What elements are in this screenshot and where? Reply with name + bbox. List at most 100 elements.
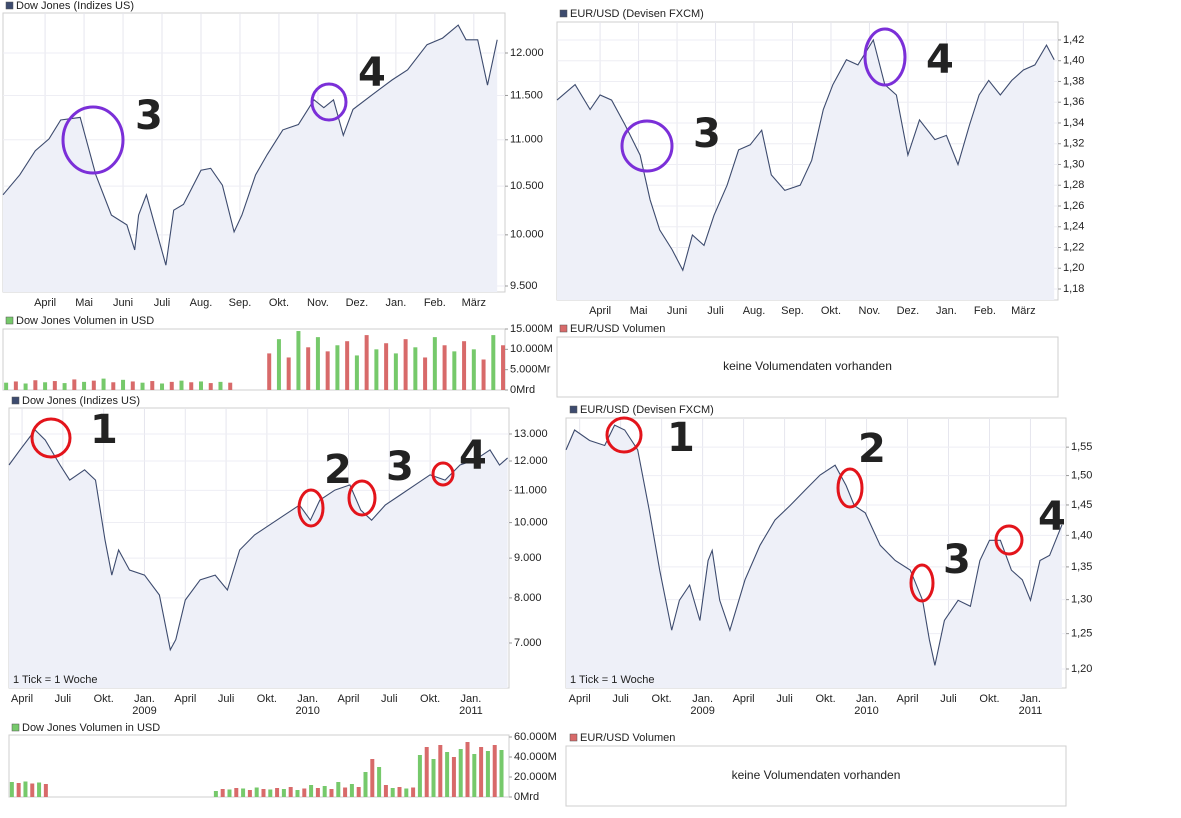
x-tick-label: April <box>589 305 611 317</box>
volume-bar <box>315 788 320 797</box>
area-fill <box>9 430 508 688</box>
volume-bar <box>397 787 402 797</box>
annotation-circle <box>620 119 674 173</box>
volume-bar <box>492 745 497 797</box>
x-tick-label: Feb. <box>974 305 996 317</box>
x-tick-label: Jan. <box>856 693 877 705</box>
volume-bar <box>72 379 77 390</box>
annotation-circle <box>994 524 1024 556</box>
x-tick-label: April <box>897 693 919 705</box>
panel-box <box>565 745 1067 807</box>
volume-bar <box>465 742 470 797</box>
volume-bar <box>234 788 239 797</box>
volume-bar <box>101 378 106 390</box>
y-tick-label: 10.000 <box>514 516 548 528</box>
x-year-label: 2010 <box>854 705 878 717</box>
volume-bar <box>335 345 340 390</box>
annotation-label: 2 <box>324 447 352 493</box>
x-tick-label: Nov. <box>307 297 329 309</box>
volume-bar <box>442 345 447 390</box>
volume-bar <box>52 381 57 390</box>
x-tick-label: April <box>34 297 56 309</box>
x-tick-label: Dez. <box>346 297 369 309</box>
volume-bar <box>286 357 291 390</box>
volume-bar <box>23 383 28 390</box>
x-tick-label: April <box>11 693 33 705</box>
x-tick-label: Nov. <box>859 305 881 317</box>
volume-bar <box>423 357 428 390</box>
x-tick-label: Feb. <box>424 297 446 309</box>
volume-bar <box>189 382 194 390</box>
volume-bar <box>479 747 484 797</box>
y-tick-label: 1,28 <box>1063 179 1084 191</box>
volume-bar <box>43 382 48 390</box>
volume-bar <box>220 789 225 797</box>
volume-bar <box>91 380 96 390</box>
annotation-label: 1 <box>667 415 695 461</box>
panel-title: EUR/USD Volumen <box>580 732 675 744</box>
volume-bar <box>383 785 388 797</box>
volume-bar <box>208 383 213 390</box>
volume-bar <box>275 788 280 797</box>
x-tick-label: Juli <box>218 693 235 705</box>
volume-bar <box>501 345 506 390</box>
volume-bar <box>37 782 42 797</box>
volume-bar <box>377 767 382 797</box>
volume-bar <box>462 341 467 390</box>
volume-bar <box>140 382 145 390</box>
area-fill <box>557 40 1055 300</box>
x-tick-label: Okt. <box>979 693 999 705</box>
x-tick-label: Mai <box>630 305 648 317</box>
volume-bar <box>281 789 286 797</box>
panel-message: keine Volumendaten vorhanden <box>732 768 901 782</box>
annotation-circle <box>297 488 325 528</box>
annotation-circle <box>61 105 125 175</box>
y-tick-label: 1,34 <box>1063 117 1084 129</box>
x-tick-label: Okt. <box>821 305 841 317</box>
chart-title: EUR/USD (Devisen FXCM) <box>580 404 714 416</box>
volume-bar <box>411 787 416 797</box>
x-tick-label: April <box>174 693 196 705</box>
volume-bar <box>130 381 135 390</box>
x-year-label: 2011 <box>1019 705 1043 717</box>
volume-bar <box>354 355 359 390</box>
x-tick-label: März <box>462 297 486 309</box>
y-tick-label: 11.500 <box>510 89 543 101</box>
x-year-label: 2009 <box>132 705 156 717</box>
volume-bar <box>160 383 165 390</box>
volume-bar <box>403 339 408 390</box>
volume-bar <box>9 782 14 797</box>
panel-message: keine Volumendaten vorhanden <box>723 359 892 373</box>
volume-bar <box>315 337 320 390</box>
volume-bar <box>179 380 184 390</box>
x-tick-label: Juli <box>940 693 957 705</box>
annotation-label: 3 <box>386 444 414 490</box>
chart-title: EUR/USD (Devisen FXCM) <box>570 8 704 20</box>
volume-bar <box>82 381 87 390</box>
volume-bar <box>499 750 504 797</box>
title-icon <box>5 316 14 325</box>
x-tick-label: März <box>1011 305 1035 317</box>
y-tick-label: 8.000 <box>514 592 542 604</box>
volume-bar <box>445 752 450 797</box>
x-tick-label: Dez. <box>897 305 920 317</box>
title-icon <box>569 405 578 414</box>
volume-bar <box>288 787 293 797</box>
x-tick-label: Okt. <box>420 693 440 705</box>
volume-bar <box>384 343 389 390</box>
volume-bar <box>438 745 443 797</box>
y-tick-label: 7.000 <box>514 637 542 649</box>
annotation-label: 3 <box>135 93 163 139</box>
volume-bar <box>111 382 116 390</box>
y-tick-label: 1,38 <box>1063 75 1084 87</box>
annotation-label: 4 <box>1038 494 1066 540</box>
volume-bar <box>343 787 348 797</box>
y-tick-label: 1,20 <box>1063 262 1084 274</box>
x-year-label: 2009 <box>690 705 714 717</box>
volume-bar <box>121 379 126 390</box>
annotation-label: 1 <box>90 407 118 453</box>
x-tick-label: Okt. <box>269 297 289 309</box>
y-tick-label: 1,36 <box>1063 96 1084 108</box>
annotation-circle <box>310 82 348 122</box>
